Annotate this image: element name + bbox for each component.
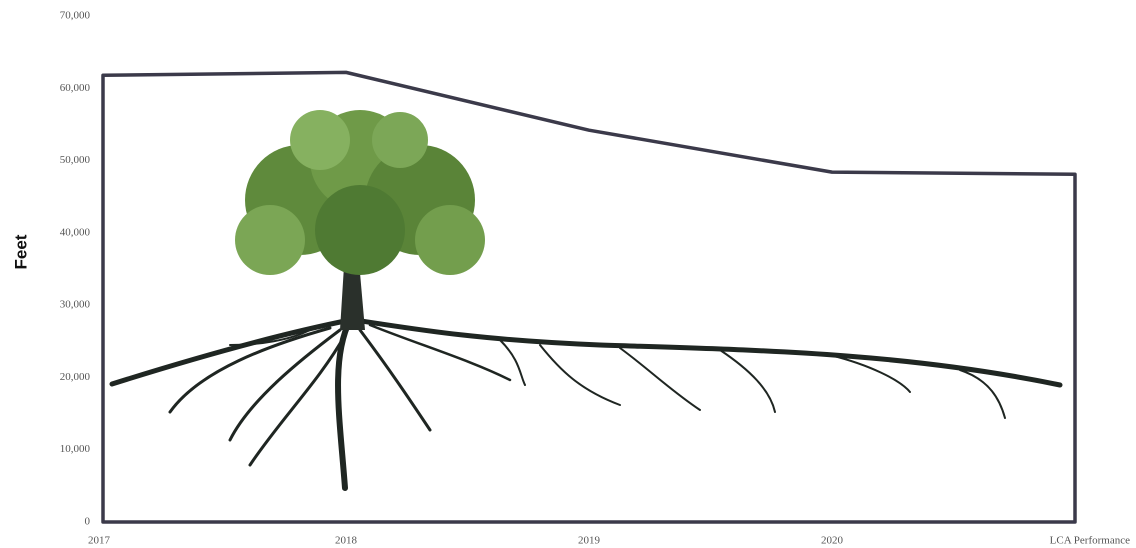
- x-tick-label: 2017: [88, 535, 111, 547]
- y-tick-label: 50,000: [60, 154, 91, 166]
- x-tick-label: LCA Performance: [1050, 535, 1130, 547]
- y-tick-label: 0: [85, 516, 91, 528]
- tree-illustration: [109, 110, 1063, 491]
- y-tick-label: 20,000: [60, 371, 91, 383]
- y-tick-label: 70,000: [60, 10, 91, 22]
- y-tick-label: 40,000: [60, 226, 91, 238]
- y-axis-title: Feet: [11, 234, 30, 269]
- y-tick-label: 10,000: [60, 443, 91, 455]
- x-tick-label: 2019: [578, 535, 601, 547]
- x-tick-label: 2018: [335, 535, 358, 547]
- y-tick-label: 30,000: [60, 299, 91, 311]
- y-tick-label: 60,000: [60, 82, 91, 94]
- x-tick-label: 2020: [821, 535, 844, 547]
- area-outline: [101, 70, 1077, 524]
